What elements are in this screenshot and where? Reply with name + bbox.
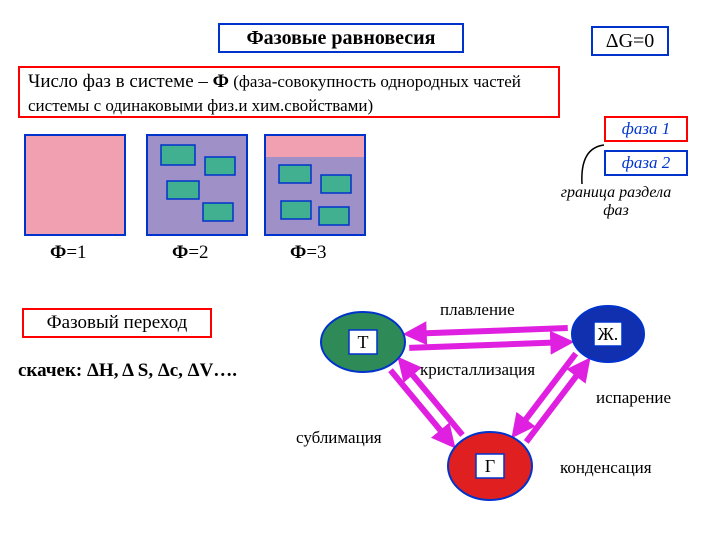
label-melting: плавление bbox=[440, 300, 515, 320]
svg-text:Т: Т bbox=[358, 332, 369, 352]
svg-text:Г: Г bbox=[485, 456, 495, 476]
label-condensation: конденсация bbox=[560, 458, 652, 478]
label-evaporation: испарение bbox=[596, 388, 671, 408]
label-sublimation: сублимация bbox=[296, 428, 382, 448]
svg-text:Ж.: Ж. bbox=[598, 324, 619, 344]
label-crystallization: кристаллизация bbox=[420, 360, 535, 380]
